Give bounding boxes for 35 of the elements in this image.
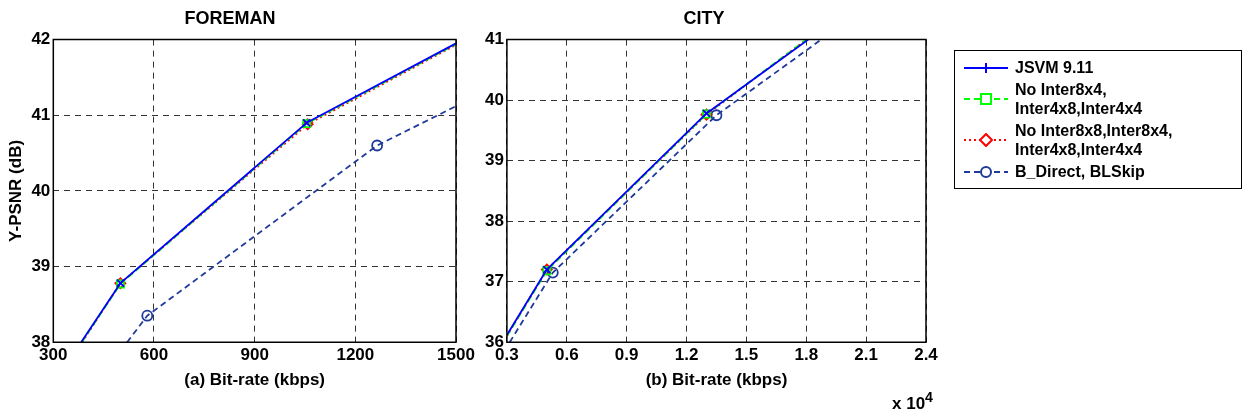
y-tick-label: 41: [484, 29, 504, 49]
legend-label: B_Direct, BLSkip: [1015, 162, 1145, 181]
y-tick-label: 40: [31, 180, 51, 200]
x-tick-label: 1.2: [674, 345, 699, 365]
legend-label: No Inter8x8,Inter8x4, Inter4x8,Inter4x4: [1015, 121, 1174, 159]
x-tick-label: 2.1: [854, 345, 878, 365]
line-series: [126, 105, 456, 343]
text: x 10$^{4}$: [892, 389, 933, 414]
x-axis-title: (a) Bit-rate (kbps): [184, 370, 326, 390]
point: [710, 109, 723, 122]
x-tick-label: 1.8: [794, 345, 819, 365]
x-tick-label: 1.5: [734, 345, 759, 365]
y-tick-label: 37: [484, 271, 504, 291]
point: [546, 266, 559, 279]
x-tick-label: 600: [139, 345, 169, 365]
x-axis-title: (b) Bit-rate (kbps): [645, 370, 788, 390]
chart-title: FOREMAN: [184, 7, 276, 28]
y-tick-label: 39: [484, 150, 504, 170]
point: [371, 139, 384, 152]
x-tick-label: 1500: [437, 345, 475, 365]
y-tick-label: 41: [31, 104, 51, 124]
legend-label: JSVM 9.11: [1015, 58, 1094, 77]
x-tick-label: 0.9: [614, 345, 639, 365]
x-tick-label: 1200: [336, 345, 375, 365]
point: [141, 309, 154, 322]
y-tick-label: 42: [31, 29, 51, 49]
y-tick-label: 39: [31, 256, 51, 276]
y-tick-label: 40: [484, 89, 504, 109]
y-tick-label: 38: [484, 210, 504, 230]
x-tick-label: 2.4: [914, 345, 939, 365]
y-axis-title: Y-PSNR (dB): [5, 139, 25, 242]
x-tick-label: 900: [240, 345, 269, 365]
x-tick-label: 0.6: [554, 345, 579, 365]
legend-label: No Inter8x4, Inter4x8,Inter4x4: [1015, 80, 1144, 118]
chart-title: CITY: [683, 7, 725, 28]
